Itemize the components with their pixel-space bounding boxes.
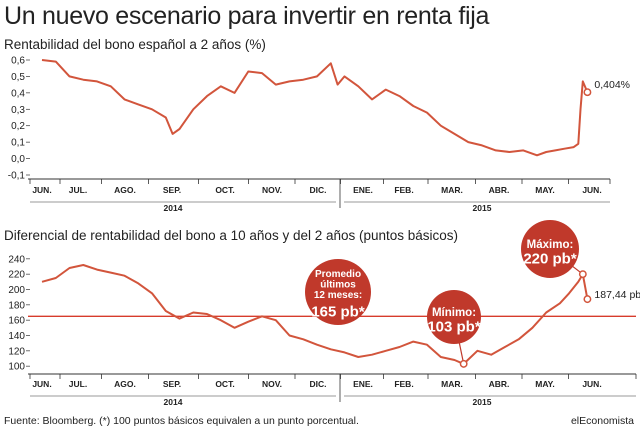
x-tick-label: JUL. — [69, 379, 87, 389]
x-tick-label: DIC. — [310, 185, 327, 195]
y-tick-label: 0,2 — [11, 121, 25, 132]
y-tick-label: 0,1 — [11, 138, 25, 149]
x-tick-label: JUN. — [32, 379, 51, 389]
annotation-marker — [459, 359, 468, 368]
x-tick-label: OCT. — [215, 379, 234, 389]
x-tick-label: SEP. — [163, 379, 181, 389]
x-tick-label: NOV. — [262, 185, 282, 195]
x-tick-label: AGO. — [114, 379, 136, 389]
y-tick-label: 0,4 — [11, 88, 25, 99]
x-tick-label: FEB. — [394, 185, 413, 195]
year-label: 2015 — [473, 397, 492, 407]
y-tick-label: 120 — [8, 346, 25, 357]
brand-logo: elEconomista — [570, 415, 634, 427]
x-tick-label: MAY. — [535, 379, 555, 389]
year-label: 2014 — [164, 397, 183, 407]
x-tick-label: ENE. — [353, 379, 373, 389]
y-tick-label: 220 — [8, 270, 25, 281]
x-tick-label: DIC. — [310, 379, 327, 389]
y-tick-label: 200 — [8, 285, 25, 296]
x-tick-label: JUN. — [32, 185, 51, 195]
x-tick-label: JUN. — [582, 379, 601, 389]
x-tick-label: ABR. — [489, 379, 510, 389]
annotation-bubble — [305, 259, 371, 325]
x-tick-label: FEB. — [394, 379, 413, 389]
x-tick-label: JUL. — [69, 185, 87, 195]
annotation-bubble — [427, 290, 481, 344]
annotation-label: últimos — [320, 280, 356, 291]
x-tick-label: ENE. — [353, 185, 373, 195]
y-tick-label: 0,0 — [11, 154, 25, 165]
chart1-title: Rentabilidad del bono español a 2 años (… — [4, 37, 266, 52]
y-tick-label: 240 — [8, 254, 25, 265]
y-tick-label: 0,5 — [11, 72, 25, 83]
annotation-label: Mínimo: — [432, 307, 476, 319]
x-tick-label: NOV. — [262, 379, 282, 389]
x-tick-label: OCT. — [215, 185, 234, 195]
annotation-label: 12 meses: — [314, 290, 362, 301]
chart2-title: Diferencial de rentabilidad del bono a 1… — [4, 228, 459, 243]
annotation-label: Máximo: — [527, 239, 574, 251]
series-line — [41, 59, 589, 157]
y-tick-label: 100 — [8, 362, 25, 373]
end-value-label: 187,44 pb* — [594, 289, 640, 301]
y-tick-label: 0,6 — [11, 56, 25, 67]
x-tick-label: ABR. — [489, 185, 510, 195]
x-tick-label: MAY. — [535, 185, 555, 195]
main-title: Un nuevo escenario para invertir en rent… — [4, 2, 490, 30]
annotation-value: 165 pb* — [311, 304, 365, 321]
y-tick-label: 140 — [8, 331, 25, 342]
x-tick-label: AGO. — [114, 185, 136, 195]
annotation-label: Promedio — [315, 269, 361, 280]
end-point-marker — [583, 295, 592, 304]
y-tick-label: 160 — [8, 316, 25, 327]
x-tick-label: MAR. — [441, 185, 463, 195]
y-tick-label: 0,3 — [11, 105, 25, 116]
y-tick-label: 180 — [8, 300, 25, 311]
end-value-label: 0,404% — [594, 79, 630, 91]
annotation-marker — [578, 270, 587, 279]
annotation-value: 103 pb* — [427, 319, 481, 336]
x-tick-label: JUN. — [582, 185, 601, 195]
annotation-bubble — [521, 220, 579, 278]
end-point-marker — [583, 88, 592, 97]
annotation-value: 220 pb* — [523, 251, 577, 268]
source-note: Fuente: Bloomberg. (*) 100 puntos básico… — [4, 415, 359, 427]
year-label: 2015 — [473, 203, 492, 213]
x-tick-label: MAR. — [441, 379, 463, 389]
y-tick-label: -0,1 — [8, 171, 26, 182]
year-label: 2014 — [164, 203, 183, 213]
series-line — [41, 264, 589, 365]
x-tick-label: SEP. — [163, 185, 181, 195]
